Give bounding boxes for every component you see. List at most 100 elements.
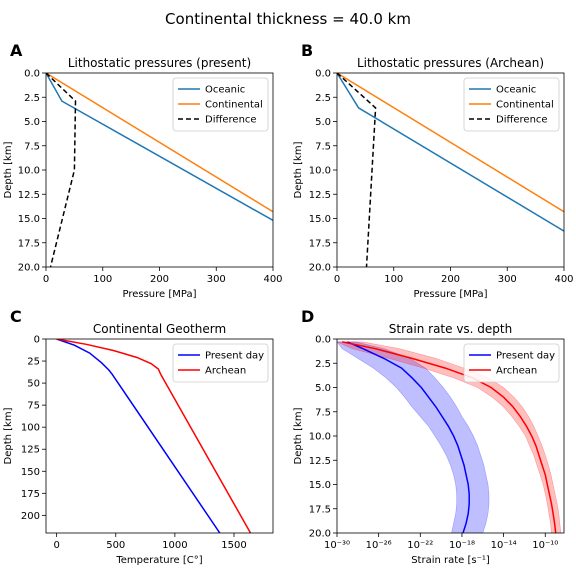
y-tick-label: 17.5	[309, 504, 331, 515]
panel-title: Continental Geotherm	[93, 322, 226, 336]
panel-title: Lithostatic pressures (Archean)	[357, 56, 544, 70]
x-tick-label: 1500	[221, 540, 246, 551]
y-tick-label: 17.5	[309, 238, 331, 249]
legend-label: Oceanic	[496, 85, 536, 96]
y-tick-label: 2.5	[24, 93, 40, 104]
x-tick-label: 400	[554, 274, 573, 285]
series-line	[337, 73, 564, 213]
legend: Oceanic Continental Difference	[463, 77, 560, 132]
y-tick-label: 5.0	[315, 117, 331, 128]
y-tick-label: 75	[27, 401, 40, 412]
legend-label: Present day	[205, 351, 264, 362]
y-tick-label: 5.0	[24, 117, 40, 128]
legend-label: Difference	[496, 115, 548, 126]
x-tick-label: 300	[498, 274, 517, 285]
x-tick-label: 100	[93, 274, 112, 285]
y-tick-label: 12.5	[309, 456, 331, 467]
x-tick-label: 300	[207, 274, 226, 285]
legend-label: Continental	[496, 100, 554, 111]
y-tick-label: 0	[34, 335, 40, 346]
x-tick-label: 0	[43, 274, 49, 285]
panel-label: B	[301, 41, 313, 60]
legend-label: Archean	[496, 366, 537, 377]
x-axis-label: Temperature [C°]	[115, 555, 202, 566]
series-line	[46, 73, 273, 213]
x-tick-label: 10⁻¹⁸	[449, 540, 475, 551]
panel-a: A Lithostatic pressures (present) 0 100 200 3…	[3, 41, 283, 300]
y-tick-label: 15.0	[18, 214, 40, 225]
panel-c: C Continental Geotherm 0 500 1000 1500 0 25 50 75…	[3, 307, 274, 566]
x-axis-label: Pressure [MPa]	[122, 289, 196, 300]
x-tick-label: 10⁻¹⁴	[491, 540, 517, 551]
x-tick-label: 100	[384, 274, 403, 285]
x-tick-label: 200	[441, 274, 460, 285]
x-tick-label: 0	[53, 540, 59, 551]
y-tick-label: 50	[27, 379, 40, 390]
y-tick-label: 20.0	[18, 263, 40, 274]
x-axis-label: Strain rate [s⁻¹]	[411, 555, 490, 566]
y-tick-label: 15.0	[309, 214, 331, 225]
series-line	[56, 339, 252, 533]
y-tick-label: 0.0	[315, 335, 331, 346]
legend-label: Present day	[496, 351, 555, 362]
series-band	[337, 341, 490, 533]
y-tick-label: 10.0	[309, 166, 331, 177]
x-tick-label: 10⁻³⁰	[324, 540, 350, 551]
x-tick-label: 10⁻²⁶	[366, 540, 392, 551]
legend-label: Archean	[205, 366, 246, 377]
series-line	[56, 339, 221, 533]
series-line	[46, 73, 77, 267]
y-axis-label: Depth [km]	[293, 407, 304, 464]
y-axis-label: Depth [km]	[3, 141, 14, 198]
figure-title: Continental thickness = 40.0 km	[165, 10, 411, 28]
series-line	[347, 341, 470, 533]
series-line	[337, 73, 377, 267]
y-tick-label: 10.0	[309, 432, 331, 443]
y-tick-label: 10.0	[18, 166, 40, 177]
y-tick-label: 7.5	[24, 141, 40, 152]
x-axis-label: Pressure [MPa]	[413, 289, 487, 300]
y-tick-label: 20.0	[309, 529, 331, 540]
legend-box	[172, 77, 269, 132]
legend: Oceanic Continental Difference	[172, 77, 269, 132]
x-tick-label: 0	[334, 274, 340, 285]
axes-frame	[45, 338, 274, 534]
series-band	[337, 341, 562, 533]
x-tick-label: 400	[263, 274, 282, 285]
legend-label: Continental	[205, 100, 263, 111]
panel-title: Strain rate vs. depth	[389, 322, 512, 336]
y-tick-label: 15.0	[309, 480, 331, 491]
panel-label: A	[10, 41, 23, 60]
legend-label: Difference	[205, 115, 257, 126]
plot-area	[337, 73, 564, 267]
plot-area	[56, 339, 252, 533]
panel-label: D	[301, 307, 314, 326]
y-tick-label: 150	[21, 467, 40, 478]
y-tick-label: 7.5	[315, 407, 331, 418]
legend-box	[463, 343, 560, 383]
x-tick-label: 10⁻¹⁰	[532, 540, 558, 551]
x-tick-label: 10⁻²²	[407, 540, 433, 551]
y-tick-label: 12.5	[18, 190, 40, 201]
x-tick-label: 500	[106, 540, 125, 551]
legend-label: Oceanic	[205, 85, 245, 96]
legend-box	[463, 77, 560, 132]
y-tick-label: 125	[21, 445, 40, 456]
y-tick-label: 0.0	[24, 69, 40, 80]
series-line	[342, 341, 557, 533]
y-tick-label: 100	[21, 423, 40, 434]
y-tick-label: 2.5	[315, 359, 331, 370]
panel-label: C	[10, 307, 22, 326]
legend: Present day Archean	[172, 343, 269, 383]
y-axis-label: Depth [km]	[293, 141, 304, 198]
series-line	[337, 73, 564, 232]
panel-title: Lithostatic pressures (present)	[68, 56, 251, 70]
y-tick-label: 0.0	[315, 69, 331, 80]
panel-d: D Strain rate vs. depth 10⁻³⁰ 10⁻²⁶ 10⁻²² 10⁻…	[293, 307, 565, 566]
y-tick-label: 12.5	[309, 190, 331, 201]
y-tick-label: 7.5	[315, 141, 331, 152]
plot-area	[337, 341, 562, 533]
y-axis-label: Depth [km]	[3, 407, 14, 464]
legend: Present day Archean	[463, 343, 560, 383]
